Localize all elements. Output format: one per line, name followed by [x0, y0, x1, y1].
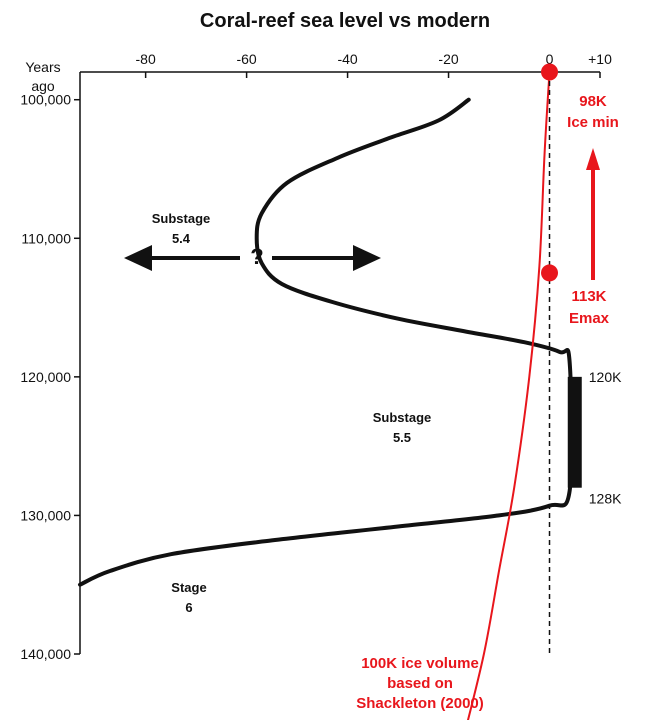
- substage-54-label-line2: 5.4: [172, 231, 191, 246]
- x-tick-label: +10: [588, 51, 612, 67]
- right-arrowhead: [353, 245, 381, 271]
- x-tick-label: -80: [136, 51, 156, 67]
- chart-title: Coral-reef sea level vs modern: [200, 10, 490, 32]
- ice-volume-label-line1: 100K ice volume: [361, 655, 479, 672]
- bar-label-120k: 120K: [589, 369, 622, 385]
- axes: [79, 71, 600, 654]
- substage-55-label-line1: Substage: [373, 410, 432, 425]
- ice-volume-label-line3: Shackleton (2000): [356, 695, 484, 712]
- y-axis-label-line1: Years: [25, 59, 60, 75]
- y-tick-label: 100,000: [20, 92, 71, 108]
- y-ticks: 100,000 110,000 120,000 130,000 140,000: [20, 92, 80, 662]
- y-tick-label: 130,000: [20, 507, 71, 523]
- x-tick-label: -60: [236, 51, 256, 67]
- red-arrowhead: [586, 148, 600, 170]
- question-mark: ?: [250, 244, 263, 269]
- y-tick-label: 120,000: [20, 369, 71, 385]
- left-arrowhead: [124, 245, 152, 271]
- ice-volume-curve: [466, 71, 551, 720]
- x-tick-label: -40: [337, 51, 357, 67]
- ice-min-label-line2: Ice min: [567, 114, 619, 131]
- x-tick-label: 0: [546, 51, 554, 67]
- stage-6-label-line2: 6: [185, 600, 192, 615]
- ice-volume-label-line2: based on: [387, 675, 453, 692]
- stage-55-bar: [567, 376, 582, 488]
- emax-marker: [541, 264, 559, 282]
- series-group: [78, 71, 574, 720]
- ice-min-marker: [541, 63, 559, 81]
- x-ticks: -80 -60 -40 -20 0 +10: [136, 51, 612, 78]
- y-tick-label: 110,000: [21, 230, 71, 246]
- y-tick-label: 140,000: [20, 646, 71, 662]
- emax-label-line2: Emax: [569, 310, 610, 327]
- stage-6-label-line1: Stage: [171, 580, 206, 595]
- sea-level-curve: [78, 97, 574, 587]
- emax-label-line1: 113K: [571, 288, 606, 305]
- substage-55-label-line2: 5.5: [393, 430, 411, 445]
- y-axis-label-line2: ago: [31, 78, 55, 94]
- overlay-group: 120K 128K: [124, 63, 622, 654]
- substage-54-label-line1: Substage: [152, 211, 211, 226]
- x-tick-label: -20: [438, 51, 458, 67]
- ice-min-label-line1: 98K: [579, 93, 607, 110]
- bar-label-128k: 128K: [589, 491, 622, 507]
